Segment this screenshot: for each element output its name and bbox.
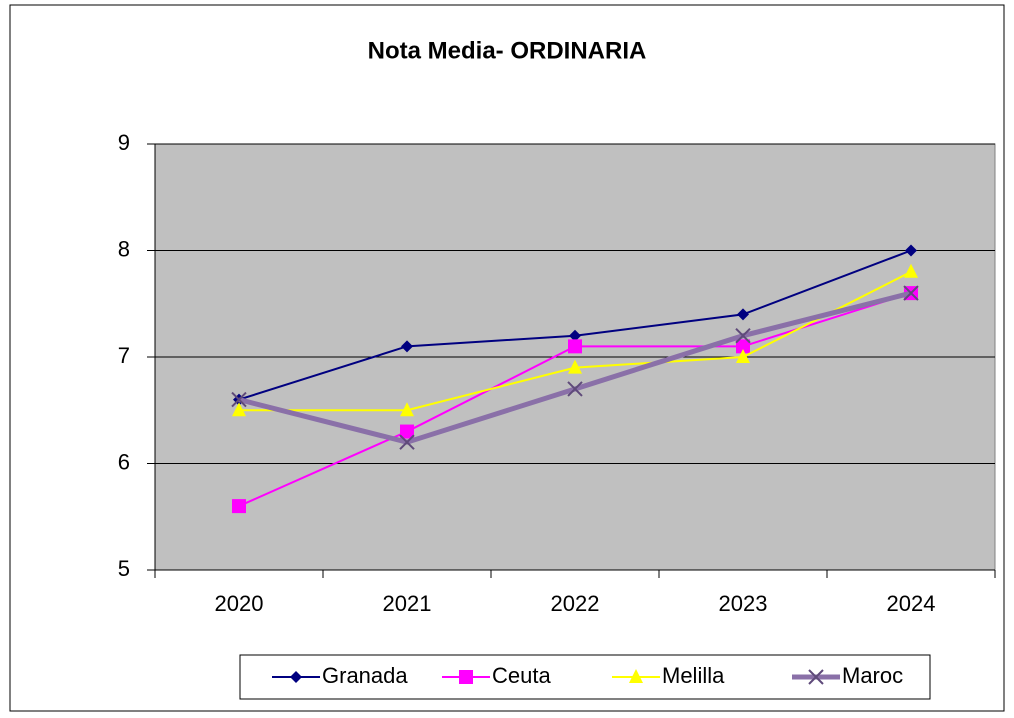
chart-title: Nota Media- ORDINARIA <box>368 37 647 64</box>
data-point <box>569 329 581 342</box>
legend-label: Granada <box>322 663 408 688</box>
legend-marker <box>290 671 302 683</box>
legend-marker <box>808 669 824 685</box>
x-tick-label: 2022 <box>551 591 600 616</box>
y-tick-label: 5 <box>118 556 130 581</box>
y-tick-label: 8 <box>118 236 130 261</box>
data-point <box>232 499 246 514</box>
data-point <box>567 381 583 397</box>
x-tick-label: 2023 <box>719 591 768 616</box>
data-point <box>231 391 247 408</box>
legend-marker <box>629 669 643 683</box>
legend-label: Melilla <box>662 663 725 688</box>
data-point <box>905 244 917 257</box>
y-tick-label: 6 <box>118 449 130 474</box>
x-tick-label: 2021 <box>383 591 432 616</box>
y-tick-label: 7 <box>118 343 130 368</box>
y-tick-label: 9 <box>118 130 130 155</box>
data-point <box>399 434 415 450</box>
legend-label: Maroc <box>842 663 903 688</box>
data-point <box>903 285 919 301</box>
data-point <box>735 327 751 344</box>
legend-label: Ceuta <box>492 663 551 688</box>
data-point <box>737 308 749 321</box>
x-tick-label: 2024 <box>887 591 936 616</box>
data-point <box>568 359 582 374</box>
data-point <box>400 402 414 417</box>
data-point <box>736 349 750 363</box>
data-point <box>401 340 413 353</box>
legend-marker <box>459 670 473 684</box>
data-point <box>400 424 414 439</box>
data-point <box>568 339 582 354</box>
data-point <box>232 402 246 417</box>
x-tick-label: 2020 <box>215 591 264 616</box>
data-point <box>904 263 918 278</box>
data-point <box>736 339 750 354</box>
